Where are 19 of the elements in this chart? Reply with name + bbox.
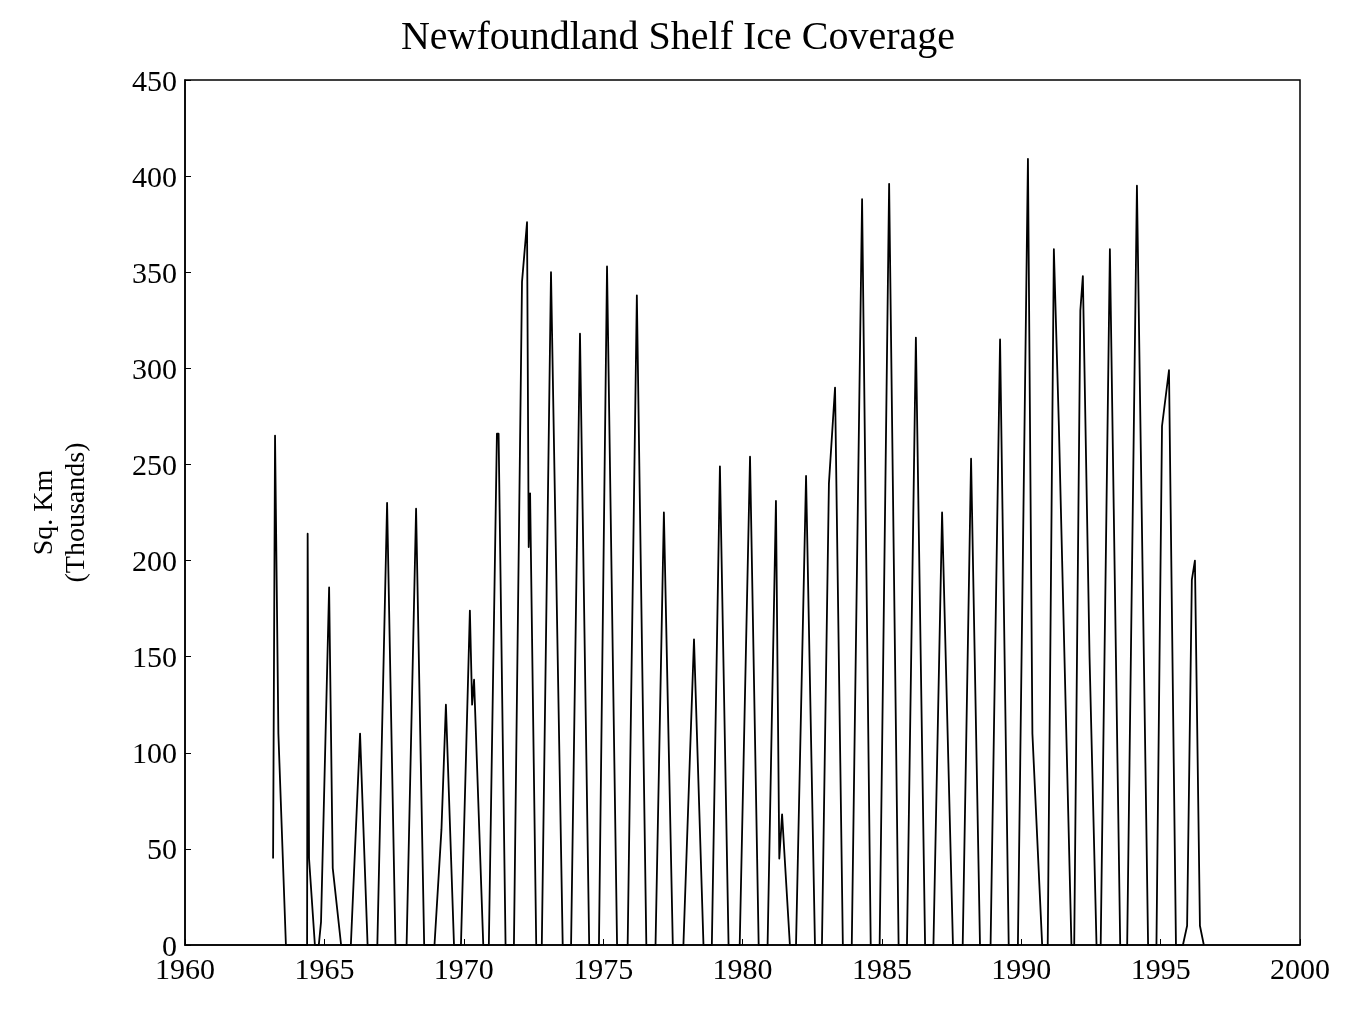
y-tick-label: 250 [132, 447, 177, 481]
x-tick-label: 2000 [1270, 951, 1330, 985]
x-tick-label: 1975 [573, 951, 634, 985]
y-tick-label: 350 [132, 255, 177, 289]
x-tick-label: 1970 [433, 951, 494, 985]
chart-title: Newfoundland Shelf Ice Coverage [400, 12, 956, 58]
x-tick-label: 1990 [991, 951, 1052, 985]
y-tick-label: 50 [147, 832, 177, 866]
x-tick-label: 1985 [851, 951, 912, 985]
y-tick-label: 150 [132, 640, 177, 674]
x-tick-label: 1980 [712, 951, 773, 985]
y-tick-label: 300 [132, 351, 177, 385]
y-tick-label: 100 [132, 736, 177, 770]
y-tick-label: 450 [132, 63, 177, 97]
y-tick-label: 400 [132, 159, 177, 193]
y-axis-title: Sq. Km (Thousands) [26, 442, 90, 583]
x-tick-label: 1965 [294, 951, 355, 985]
x-tick-label: 1995 [1130, 951, 1191, 985]
y-tick-label: 200 [132, 544, 177, 578]
